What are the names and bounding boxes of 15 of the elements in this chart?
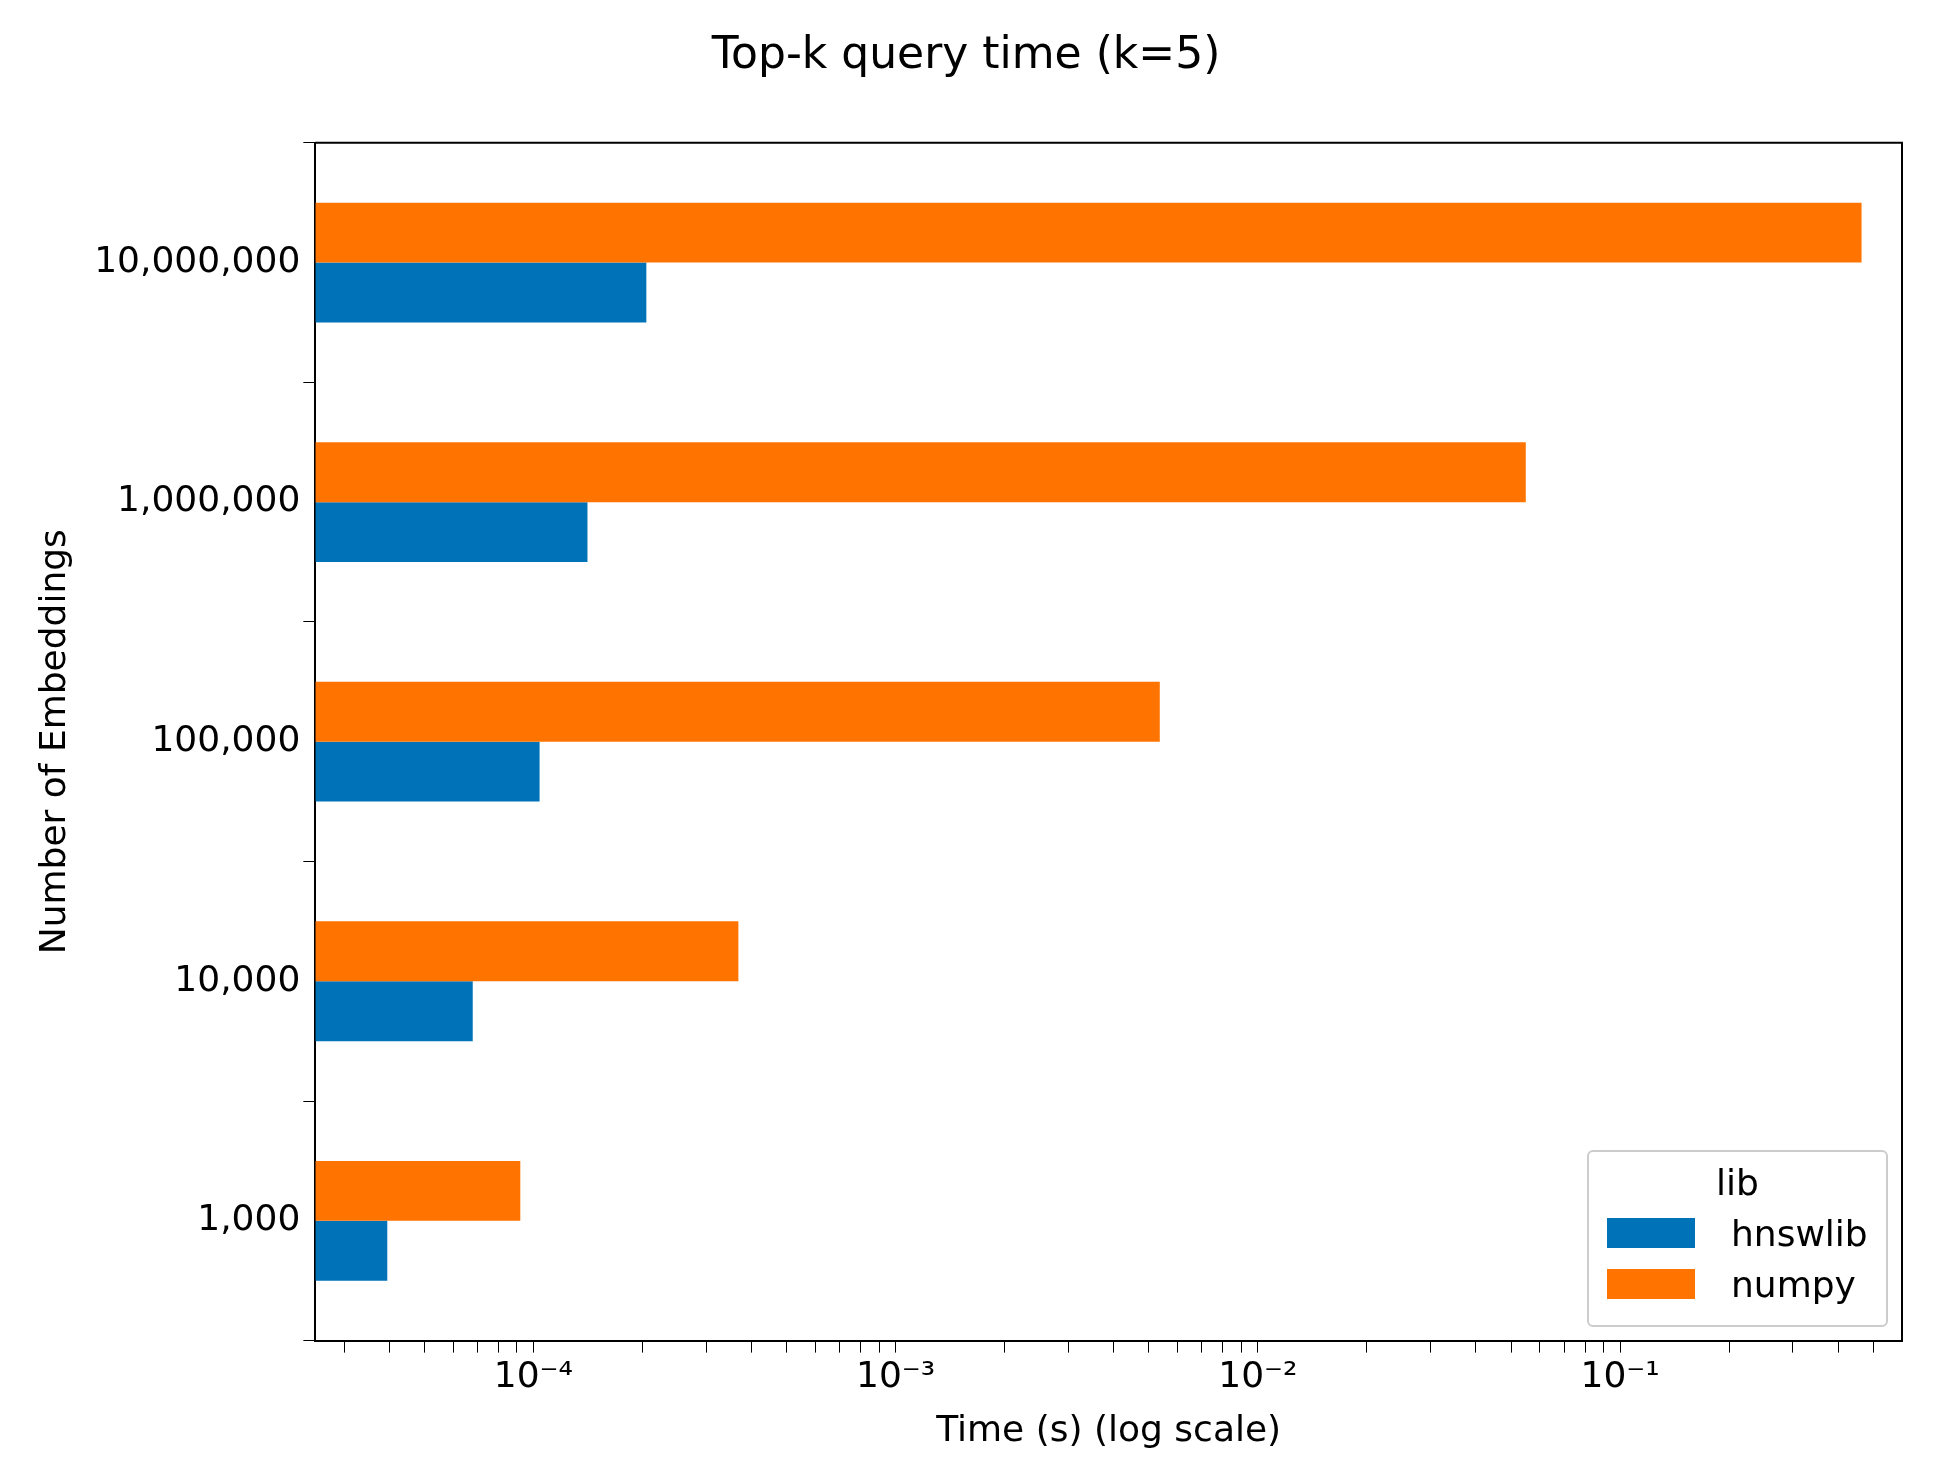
x-tick-label: 10⁻³ <box>856 1353 936 1395</box>
x-tick-label: 10⁻⁴ <box>493 1353 574 1395</box>
legend-title: lib <box>1714 1161 1760 1203</box>
y-tick-label: 10,000,000 <box>94 238 301 280</box>
legend-label: numpy <box>1731 1263 1856 1305</box>
y-axis-title: Number of Embeddings <box>31 529 73 955</box>
x-axis-title: Time (s) (log scale) <box>935 1407 1282 1449</box>
chart-title: Top-k query time (k=5) <box>710 26 1221 78</box>
legend-label: hnswlib <box>1731 1212 1868 1254</box>
x-tick-label: 10⁻¹ <box>1580 1353 1660 1395</box>
y-tick-label: 1,000 <box>197 1197 301 1239</box>
y-tick-label: 100,000 <box>151 718 301 760</box>
y-tick-label: 10,000 <box>174 957 301 999</box>
x-tick-label: 10⁻² <box>1218 1353 1298 1395</box>
y-tick-label: 1,000,000 <box>117 478 301 520</box>
